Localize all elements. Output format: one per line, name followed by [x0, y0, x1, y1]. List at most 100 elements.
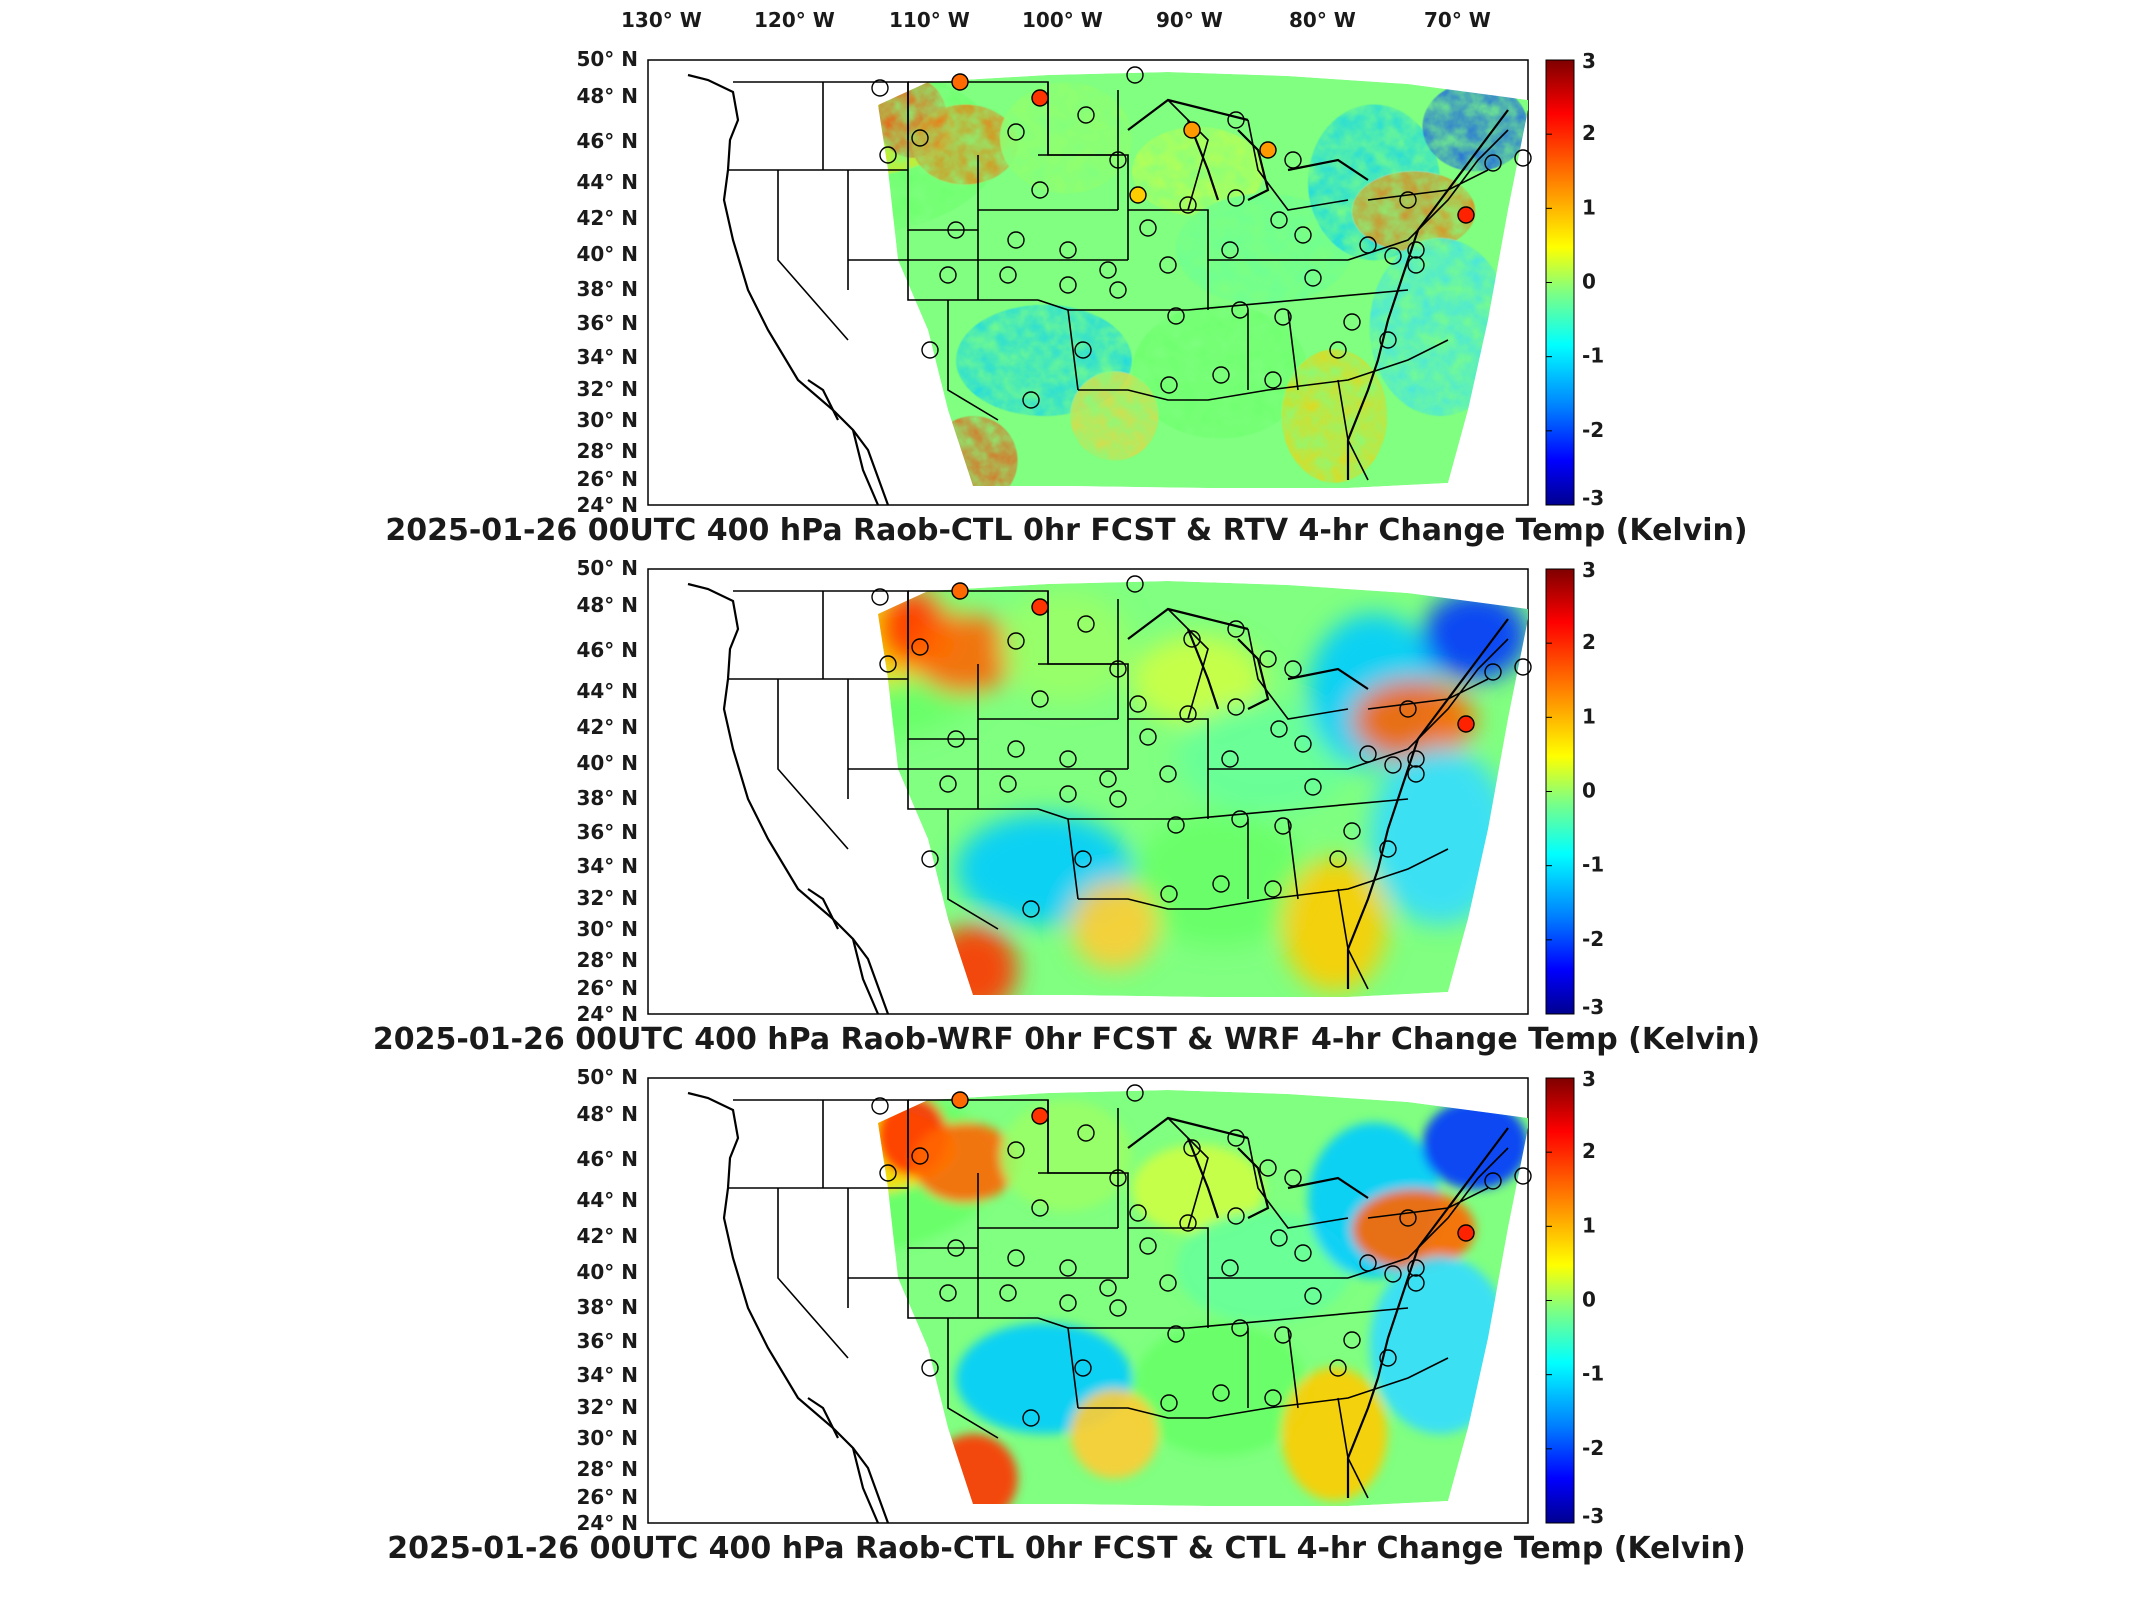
- station-marker: [1129, 1204, 1147, 1222]
- station-marker: [921, 850, 939, 868]
- station-marker: [1221, 750, 1239, 768]
- lat-label: 32° N: [576, 377, 638, 401]
- lat-label: 50° N: [576, 1065, 638, 1089]
- lat-label: 42° N: [576, 715, 638, 739]
- station-marker: [1007, 1141, 1025, 1159]
- station-marker: [1231, 810, 1249, 828]
- station-marker: [1231, 301, 1249, 319]
- station-marker: [1227, 620, 1245, 638]
- station-marker: [1139, 1237, 1157, 1255]
- lat-label: 24° N: [576, 1511, 638, 1535]
- station-marker: [1359, 236, 1377, 254]
- station-marker: [1160, 1394, 1178, 1412]
- station-marker: [1031, 89, 1049, 107]
- lat-label: 48° N: [576, 84, 638, 108]
- station-marker: [1407, 765, 1425, 783]
- colorbar-tick-label: -1: [1582, 853, 1604, 877]
- station-marker: [1457, 715, 1475, 733]
- lon-label: 110° W: [889, 8, 970, 32]
- station-marker: [1022, 391, 1040, 409]
- station-marker: [1274, 817, 1292, 835]
- station-marker: [1099, 261, 1117, 279]
- station-marker: [1167, 307, 1185, 325]
- temperature-field: [878, 1090, 1528, 1506]
- station-marker: [1129, 695, 1147, 713]
- station-marker: [1384, 247, 1402, 265]
- station-marker: [1159, 256, 1177, 274]
- station-marker: [1284, 151, 1302, 169]
- station-marker: [1059, 1259, 1077, 1277]
- station-marker: [1109, 790, 1127, 808]
- station-marker: [1022, 1409, 1040, 1427]
- station-marker: [1379, 840, 1397, 858]
- station-marker: [1212, 1384, 1230, 1402]
- station-marker: [1264, 371, 1282, 389]
- station-marker: [1270, 720, 1288, 738]
- lat-label: 32° N: [576, 886, 638, 910]
- lon-label: 80° W: [1289, 8, 1356, 32]
- colorbar-tick-label: 2: [1582, 121, 1596, 145]
- station-marker: [1407, 1274, 1425, 1292]
- lat-label: 44° N: [576, 1188, 638, 1212]
- station-marker: [1343, 313, 1361, 331]
- station-marker: [1077, 1124, 1095, 1142]
- station-marker: [1227, 111, 1245, 129]
- station-marker: [1160, 376, 1178, 394]
- station-marker: [1031, 1199, 1049, 1217]
- station-marker: [1074, 850, 1092, 868]
- station-marker: [1109, 281, 1127, 299]
- station-marker: [1221, 241, 1239, 259]
- station-marker: [1109, 660, 1127, 678]
- lat-label: 28° N: [576, 439, 638, 463]
- station-marker: [1270, 211, 1288, 229]
- lat-label: 38° N: [576, 1295, 638, 1319]
- station-marker: [1384, 1265, 1402, 1283]
- station-marker: [999, 266, 1017, 284]
- station-marker: [1139, 219, 1157, 237]
- station-marker: [951, 582, 969, 600]
- station-marker: [1007, 1249, 1025, 1267]
- station-marker: [939, 266, 957, 284]
- lat-label: 36° N: [576, 820, 638, 844]
- station-marker: [1407, 256, 1425, 274]
- panel-title: 2025-01-26 00UTC 400 hPa Raob-CTL 0hr FC…: [385, 513, 1748, 548]
- station-marker: [999, 775, 1017, 793]
- lat-label: 36° N: [576, 311, 638, 335]
- station-marker: [1457, 1224, 1475, 1242]
- station-marker: [1109, 151, 1127, 169]
- station-marker: [1212, 875, 1230, 893]
- station-marker: [1022, 900, 1040, 918]
- station-marker: [879, 1164, 897, 1182]
- station-marker: [1359, 1254, 1377, 1272]
- station-marker: [879, 146, 897, 164]
- lat-label: 48° N: [576, 1102, 638, 1126]
- station-marker: [1126, 66, 1144, 84]
- colorbar-tick-label: -1: [1582, 344, 1604, 368]
- raob-stations: [871, 575, 1532, 918]
- station-marker: [1274, 308, 1292, 326]
- station-marker: [1379, 1349, 1397, 1367]
- colorbar-tick-label: 0: [1582, 270, 1596, 294]
- station-marker: [921, 1359, 939, 1377]
- state-boundaries: [687, 73, 1509, 506]
- station-marker: [1329, 341, 1347, 359]
- station-marker: [1304, 1287, 1322, 1305]
- station-marker: [1399, 191, 1417, 209]
- station-marker: [1384, 756, 1402, 774]
- station-marker: [1099, 770, 1117, 788]
- lat-label: 28° N: [576, 948, 638, 972]
- station-marker: [1126, 1084, 1144, 1102]
- station-marker: [1183, 121, 1201, 139]
- lon-label: 100° W: [1022, 8, 1103, 32]
- station-marker: [1294, 735, 1312, 753]
- station-marker: [1270, 1229, 1288, 1247]
- colorbar-tick-label: -2: [1582, 418, 1604, 442]
- lat-label: 26° N: [576, 467, 638, 491]
- lat-label: 36° N: [576, 1329, 638, 1353]
- lat-label: 50° N: [576, 47, 638, 71]
- station-marker: [1139, 728, 1157, 746]
- map-panel: 50° N 48° N 46° N 44° N 42° N 40° N 38° N 36° N…: [576, 47, 1604, 517]
- colorbar-tick-label: 3: [1582, 49, 1596, 73]
- lat-label: 38° N: [576, 786, 638, 810]
- lat-label: 28° N: [576, 1457, 638, 1481]
